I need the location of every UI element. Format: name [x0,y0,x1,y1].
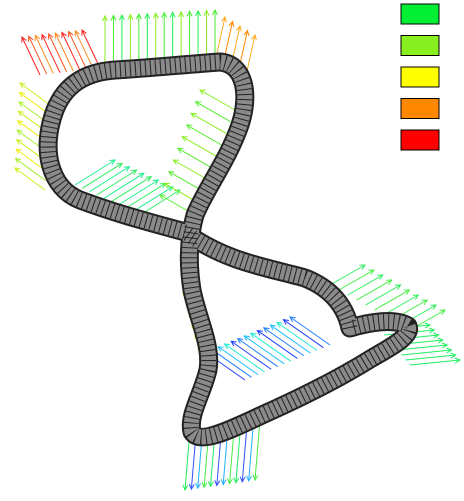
arrow-shaft [401,350,451,355]
arrow-shaft [75,31,93,69]
arrow-shaft [104,173,144,198]
arrow-shaft [126,183,166,208]
arrow-shaft [244,336,284,364]
arrow-shaft [218,347,258,375]
arrow-shaft [82,30,100,68]
arrow-shaft [339,270,374,290]
arrow-shaft [20,83,50,105]
ribbon [48,62,408,437]
arrow-shaft [238,339,278,367]
arrow-shaft [62,32,80,70]
arrow-shaft [270,325,310,353]
arrow-shaft [283,320,323,348]
legend-swatch [401,4,439,24]
arrow-shaft [374,290,409,310]
legend-swatch [401,36,439,56]
arrow-shaft [29,36,47,74]
arrow-shaft [69,32,87,70]
arrow-shaft [35,35,53,73]
arrow-shaft [111,177,151,202]
arrow-shaft [231,341,271,369]
arrow-shaft [251,333,291,361]
arrow-shaft [366,285,401,305]
legend-swatch [401,99,439,119]
arrow-shaft [97,170,137,195]
arrow-shaft [49,34,67,72]
arrow-shaft [410,360,460,365]
legend [401,4,439,150]
arrow-shaft [357,280,392,300]
legend-swatch [401,130,439,150]
page: (() => { const data = JSON.parse(documen… [0,0,464,501]
arrow-shaft [82,163,122,188]
arrow-shaft [255,420,260,480]
ribbon-surface [48,62,408,437]
arrow-shaft [225,344,265,372]
arrow-shaft [22,37,40,75]
arrow-shaft [277,322,317,350]
arrow-shaft [42,35,60,73]
legend-swatch [401,67,439,87]
arrow-shaft [89,167,129,192]
arrow-shaft [257,330,297,358]
arrow-shaft [55,33,73,71]
visualization [0,0,464,501]
arrow-shaft [406,355,456,360]
arrow-shaft [290,317,330,345]
arrow-shaft [118,180,158,205]
arrow-shaft [75,160,115,185]
arrow-shaft [264,328,304,356]
arrow-shaft [15,168,45,190]
arrow-shaft [348,275,383,295]
arrow-shaft [330,265,365,285]
